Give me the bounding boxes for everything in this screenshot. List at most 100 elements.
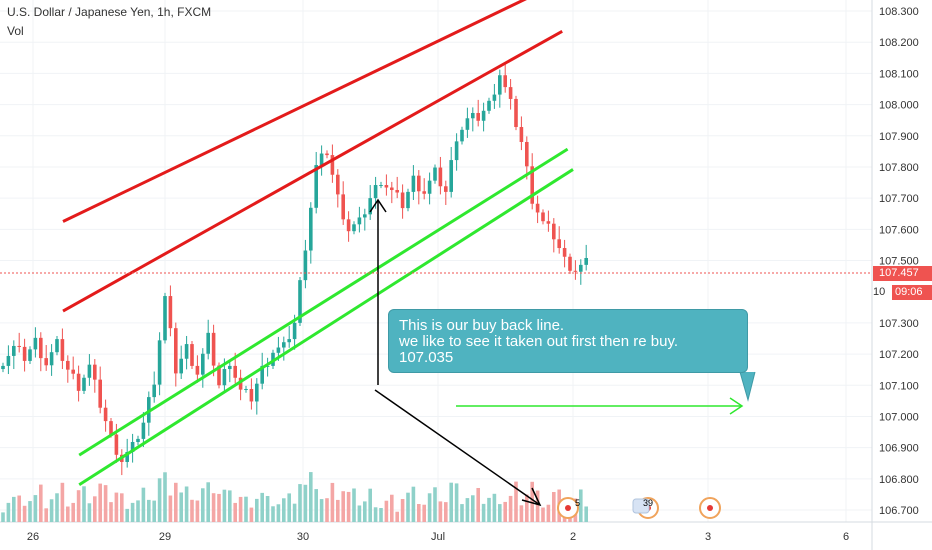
down-arrow-shaft[interactable] [374,389,541,506]
channel-line-green[interactable] [78,168,574,487]
up-arrow-head[interactable] [369,198,387,213]
volume-bar [444,502,448,522]
candle-body [39,337,43,359]
trend-channels[interactable] [62,0,574,487]
volume-bar [120,493,124,522]
volume-bar [303,484,308,522]
volume-bar [55,493,59,522]
candle-body [130,442,135,452]
candle-body [125,451,129,462]
price-tick-label: 107.800 [879,162,919,174]
volume-bar [76,490,81,522]
annotation-callout[interactable]: This is our buy back line. we like to se… [388,309,748,373]
green-arrow-head[interactable] [729,397,744,415]
volume-bar [476,488,480,522]
candle-body [411,175,416,192]
candle-body [352,224,356,232]
candle-body [168,296,173,329]
price-tick-label: 106.800 [879,474,919,486]
candle-body [103,407,108,422]
time-tick-label: 2 [570,531,576,543]
volume-bar [114,492,119,522]
candle-body [265,365,270,367]
candlesticks [1,62,588,476]
volume-bar [211,493,216,522]
candle-body [211,332,216,366]
candle-body [357,217,362,225]
candle-body [552,223,556,240]
candle-body [341,194,345,220]
volume-bar [49,499,54,522]
candle-body [71,369,75,374]
candle-body [568,256,572,271]
candle-body [460,129,464,142]
volume-bar [125,508,129,522]
candle-body [206,332,210,354]
volume-bar [508,495,513,522]
candle-body [201,353,205,375]
candle-body [141,422,146,439]
volume-bar [179,492,183,522]
channel-line-red[interactable] [62,29,563,313]
volume-bar [417,504,421,522]
volume-bar [271,506,275,522]
volume-bar [33,495,38,522]
time-axis[interactable]: 26 29 30 Jul 2 3 6 [27,531,849,543]
price-tick-label: 107.900 [879,131,919,143]
candle-body [114,434,119,455]
volume-bar [422,504,426,522]
volume-bar [174,482,178,522]
volume-bar [222,489,227,522]
candle-body [336,174,340,195]
candle-body [541,212,545,222]
callout-line-3: 107.035 [399,349,454,366]
annotation-arrows[interactable] [369,198,756,507]
candle-body [98,379,102,408]
candle-body [530,166,534,204]
candle-body [60,339,65,361]
current-price-label: 107.457 [873,266,932,281]
candle-body [471,112,475,119]
volume-bar [71,502,75,522]
candle-body [93,364,97,380]
volume-label: Vol [7,24,24,38]
candle-body [373,185,378,199]
volume-bar [233,502,237,522]
volume-bar [336,499,340,522]
candle-body [44,358,48,366]
price-axis[interactable]: 108.300 108.200 108.100 108.000 107.900 107.8… [879,6,919,517]
candle-body [222,369,227,386]
candle-body [292,322,297,340]
price-tick-label: 106.700 [879,505,919,517]
volume-bar [157,478,162,522]
candle-body [276,347,281,353]
channel-line-red[interactable] [62,0,562,223]
candle-body [228,365,232,370]
candle-body [309,207,313,251]
volume-bar [244,496,248,522]
volume-bar [28,501,32,522]
volume-bar [373,507,378,522]
volume-bar [454,483,459,522]
candle-body [28,349,32,361]
volume-bar [519,505,524,522]
candle-body [303,250,308,281]
candle-body [184,344,189,359]
volume-bar [12,496,16,522]
candle-body [546,221,551,224]
volume-bar [17,495,21,522]
us-flag-icon[interactable] [632,498,650,514]
time-tick-label: 30 [297,531,309,543]
volume-bar [390,494,394,522]
candle-body [557,239,561,249]
candle-body [217,365,221,386]
price-tick-label: 108.200 [879,37,919,49]
event-markers[interactable]: 5 39 [557,497,721,519]
candle-body [319,153,324,166]
down-arrow-head[interactable] [521,487,542,507]
channel-line-green[interactable] [78,147,569,457]
price-tick-label: 107.300 [879,318,919,330]
volume-bar [449,482,453,522]
volume-bar [190,499,194,522]
